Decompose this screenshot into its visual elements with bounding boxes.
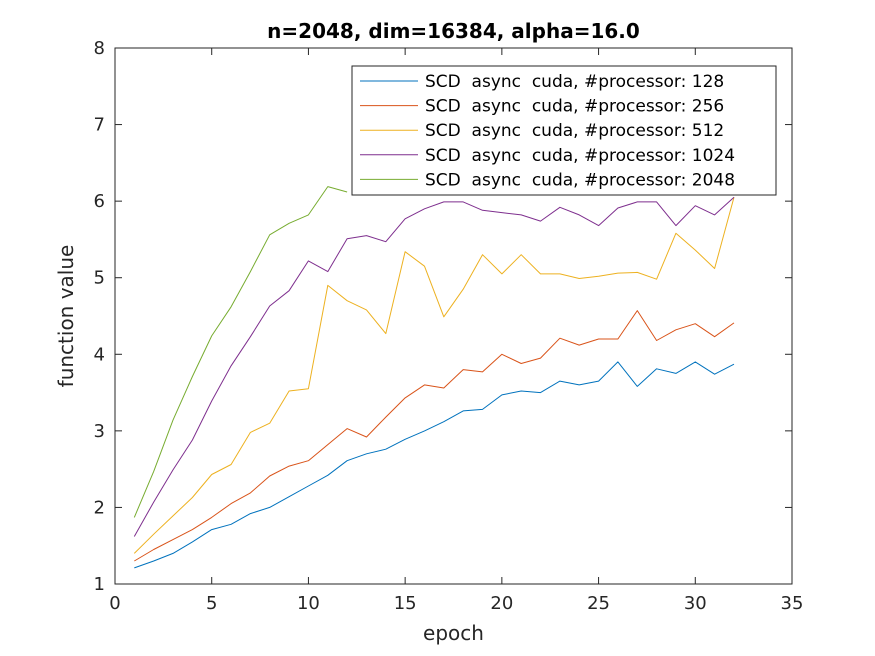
y-tick-label: 8 [94,38,105,59]
x-tick-label: 0 [109,593,120,614]
y-tick-label: 5 [94,268,105,289]
legend-label-5: SCD async cuda, #processor: 2048 [425,170,735,190]
chart-title: n=2048, dim=16384, alpha=16.0 [267,19,640,43]
x-axis-label: epoch [423,621,484,645]
series-line-2 [134,310,735,562]
x-tick-label: 30 [684,593,707,614]
series-line-1 [134,361,735,569]
x-tick-label: 15 [394,593,417,614]
legend-label-3: SCD async cuda, #processor: 512 [425,121,724,141]
x-tick-label: 25 [587,593,610,614]
legend-label-4: SCD async cuda, #processor: 1024 [425,146,735,166]
y-tick-label: 7 [94,115,105,136]
y-axis-label: function value [54,245,78,388]
plot-border [114,47,793,585]
x-tick-label: 5 [206,593,217,614]
legend-label-2: SCD async cuda, #processor: 256 [425,97,724,117]
legend: SCD async cuda, #processor: 128 SCD async… [351,65,777,196]
y-tick-label: 2 [94,497,105,518]
series-line-4 [133,196,735,537]
y-tick-label: 3 [94,421,105,442]
x-tick-label: 10 [297,593,320,614]
legend-box [351,65,777,196]
x-tick-label: 35 [781,593,804,614]
y-tick-label: 4 [94,344,105,365]
y-tick-label: 1 [94,574,105,595]
series-layer [133,186,735,569]
series-line-5 [133,186,348,518]
y-tick-label: 6 [94,191,105,212]
series-line-3 [133,197,735,554]
axis-ticks: 0 5 10 15 20 25 30 35 1 2 3 4 5 6 7 8 [94,38,804,614]
x-tick-label: 20 [490,593,513,614]
legend-label-1: SCD async cuda, #processor: 128 [425,72,724,92]
